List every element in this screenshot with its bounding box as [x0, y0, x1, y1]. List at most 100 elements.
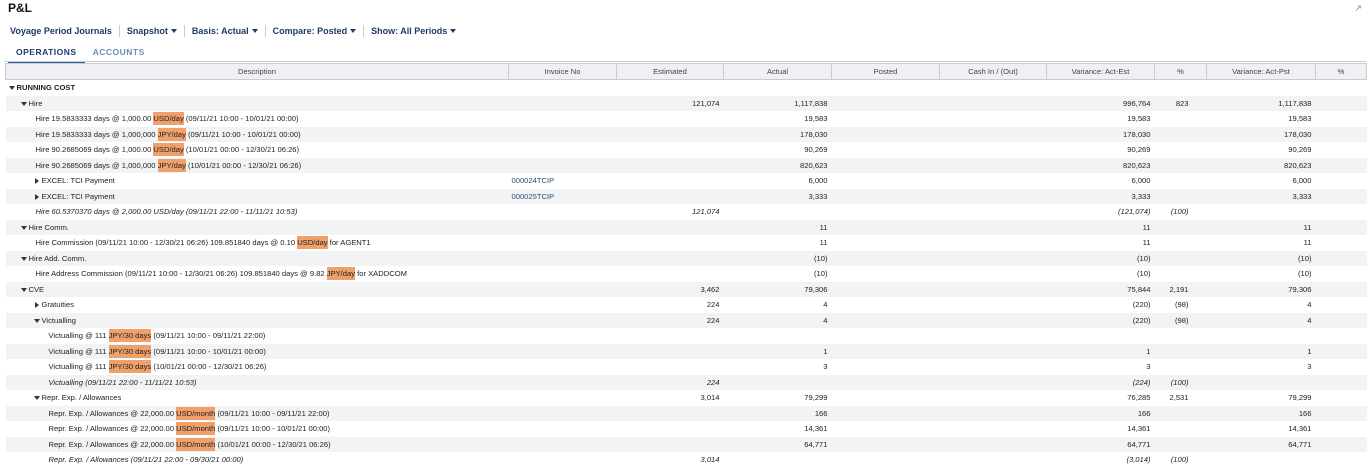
- cell: [831, 126, 940, 142]
- estimated: 3,014: [700, 455, 720, 465]
- toolbar-item[interactable]: Show: All Periods: [371, 25, 463, 37]
- cell: [1154, 250, 1207, 266]
- cell: [1154, 343, 1207, 359]
- actual: 11: [819, 238, 828, 248]
- cell: [939, 281, 1047, 297]
- cell: 79,299: [1207, 390, 1316, 406]
- table-row: Repr. Exp. / Allowances @ 22,000.00 USD/…: [6, 421, 1367, 437]
- description: Hire Commission (09/11/21 10:00 - 12/30/…: [35, 238, 298, 248]
- cell: [1155, 142, 1207, 158]
- variance-act-pst: 11: [1303, 238, 1312, 248]
- column-header: Actual: [723, 63, 832, 80]
- description: Hire Add. Comm.: [28, 253, 87, 263]
- description: Repr. Exp. / Allowances: [41, 393, 122, 403]
- cell: [939, 126, 1047, 142]
- cell: 76,285: [1047, 390, 1155, 406]
- expander[interactable]: [34, 178, 39, 185]
- estimated: 224: [706, 315, 720, 325]
- column-header: Variance: Act-Pst: [1206, 63, 1316, 80]
- cell: [509, 390, 617, 406]
- column-header: Description: [5, 63, 509, 80]
- cell: [831, 405, 940, 421]
- variance-act-est: 14,361: [1127, 424, 1151, 434]
- description: Hire 90.2685069 days @ 1,000,000: [35, 160, 158, 170]
- expander[interactable]: [20, 101, 27, 106]
- description-cell: CVE: [5, 281, 509, 297]
- description-cell: Hire 90.2685069 days @ 1,000.00 USD/day …: [6, 142, 509, 158]
- pct-est: 2,191: [1169, 284, 1189, 294]
- invoice-no: 000025TCIP: [511, 191, 555, 201]
- cell: (10): [1046, 250, 1155, 266]
- cell: [1316, 452, 1367, 466]
- cell: 90,269: [724, 142, 832, 158]
- variance-act-est: 11: [1142, 222, 1151, 232]
- table-row: Repr. Exp. / Allowances 3,014 79,299 76,285…: [6, 390, 1367, 406]
- expander[interactable]: [33, 396, 40, 401]
- cell: [723, 374, 832, 390]
- expander[interactable]: [20, 287, 27, 292]
- tab[interactable]: ACCOUNTS: [92, 47, 145, 57]
- tab[interactable]: OPERATIONS: [8, 46, 85, 63]
- expander[interactable]: [34, 302, 39, 309]
- cell: [939, 250, 1047, 266]
- expander[interactable]: [34, 193, 39, 200]
- cell: [617, 266, 724, 282]
- expander[interactable]: [20, 225, 27, 230]
- variance-act-pst: 79,299: [1288, 393, 1312, 403]
- toolbar-item[interactable]: Compare: Posted: [273, 25, 365, 37]
- cell: (98): [1155, 297, 1207, 313]
- toolbar-item[interactable]: Voyage Period Journals: [10, 25, 120, 37]
- column-header: %: [1154, 63, 1207, 80]
- description-end: for XADDCOM: [355, 269, 407, 279]
- cell: 14,361: [1047, 421, 1155, 437]
- cell: [831, 312, 940, 328]
- cell: 3,014: [617, 452, 724, 466]
- dropdown-caret: [350, 29, 357, 33]
- variance-act-est: 3,333: [1131, 191, 1151, 201]
- pct-est: 2,531: [1169, 393, 1189, 403]
- cell: [1315, 95, 1367, 111]
- tab-divider: [4, 61, 1366, 62]
- cell: [509, 142, 617, 158]
- description-cell: Hire 19.5833333 days @ 1,000.00 USD/day …: [6, 111, 509, 127]
- cell: [1155, 328, 1207, 344]
- estimated: 224: [706, 377, 720, 387]
- variance-act-pst: 1: [1307, 346, 1312, 356]
- cell: 820,623: [723, 157, 832, 173]
- cell: [1155, 421, 1207, 437]
- table-row: Victualling @ 111 JPY/30 days (10/01/21 …: [6, 359, 1367, 375]
- toolbar-item[interactable]: Basis: Actual: [192, 25, 266, 37]
- variance-act-pst: 11: [1303, 222, 1312, 232]
- cell: (10): [724, 266, 832, 282]
- expand-icon[interactable]: ↗: [1354, 3, 1362, 13]
- cell: [940, 80, 1047, 96]
- expander[interactable]: [20, 256, 27, 261]
- variance-act-pst: 3,333: [1292, 191, 1312, 201]
- toolbar-label: Basis: Actual: [191, 26, 249, 36]
- expander[interactable]: [8, 86, 15, 91]
- table-row: CVE 3,462 79,306 75,844 2,191 79,306: [5, 281, 1367, 297]
- variance-act-est: 178,030: [1123, 129, 1151, 139]
- cell: 11: [1047, 235, 1155, 251]
- cell: [1047, 328, 1155, 344]
- cell: 19,583: [724, 111, 832, 127]
- cell: (100): [1155, 452, 1207, 466]
- description-cell: Hire 60.5370370 days @ 2,000.00 USD/day …: [6, 204, 509, 220]
- description: CVE: [28, 284, 45, 294]
- cell: 000024TCIP: [509, 173, 617, 189]
- cell: [1315, 312, 1367, 328]
- description-cell: Repr. Exp. / Allowances @ 22,000.00 USD/…: [5, 405, 509, 421]
- cell: 64,771: [723, 436, 832, 452]
- cell: [832, 452, 940, 466]
- cell: 121,074: [616, 95, 724, 111]
- description-cell: EXCEL: TCI Payment: [5, 188, 509, 204]
- table-row: Hire 90.2685069 days @ 1,000,000 JPY/day…: [5, 157, 1367, 173]
- expander[interactable]: [33, 318, 40, 323]
- cell: 14,361: [1207, 421, 1316, 437]
- description-end: (09/11/21 10:00 - 10/01/21 00:00): [183, 114, 299, 124]
- cell: [616, 157, 724, 173]
- actual: 820,623: [800, 160, 828, 170]
- actual: 6,000: [808, 176, 828, 186]
- cell: (220): [1047, 297, 1155, 313]
- toolbar-item[interactable]: Snapshot: [127, 25, 185, 37]
